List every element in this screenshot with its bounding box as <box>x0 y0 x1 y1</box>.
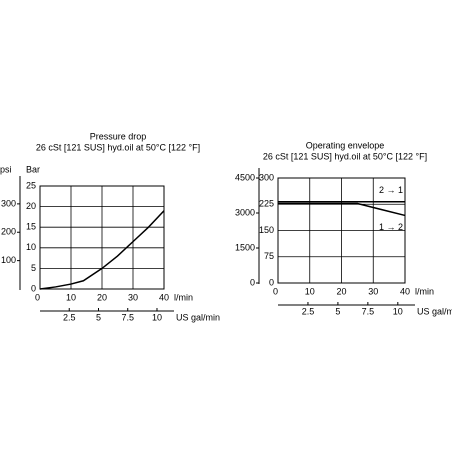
x-tick-label: 30 <box>368 286 378 296</box>
y-tick-label: 15 <box>26 222 36 232</box>
envelope-line <box>278 202 406 217</box>
x-tick-label: 40 <box>400 286 410 296</box>
x2-tick-label: 2.5 <box>302 306 315 316</box>
x-tick-label: 10 <box>305 286 315 296</box>
y-tick-label: 5 <box>31 263 36 273</box>
x2-tick-label: 2.5 <box>63 312 76 322</box>
x2-tick-label: 7.5 <box>362 306 375 316</box>
y2-tick-label: 200 <box>1 227 16 237</box>
x-axis-label: l/min <box>415 286 434 296</box>
chart-subtitle: 26 cSt [121 SUS] hyd.oil at 50°C [122 °F… <box>36 142 200 152</box>
x-axis-label: l/min <box>174 292 193 302</box>
y-tick-label: 20 <box>26 201 36 211</box>
curve <box>39 210 165 290</box>
x-tick-label: 30 <box>128 292 138 302</box>
x-tick-label: 0 <box>273 286 278 296</box>
x-tick-label: 0 <box>35 292 40 302</box>
x-tick-label: 10 <box>66 292 76 302</box>
y-tick-label: 0 <box>31 283 36 293</box>
y-tick-label: 225 <box>259 199 274 209</box>
y-tick-label: 10 <box>26 242 36 252</box>
chart-subtitle: 26 cSt [121 SUS] hyd.oil at 50°C [122 °F… <box>263 151 427 161</box>
chart-title: Pressure drop <box>90 131 147 141</box>
y-tick-label: 300 <box>259 172 274 182</box>
x2-tick-label: 10 <box>152 312 162 322</box>
y2-tick-label: 1500 <box>235 242 255 252</box>
y-tick-label: 0 <box>269 277 274 287</box>
y2-tick-label: 100 <box>1 255 16 265</box>
x-tick-label: 40 <box>159 292 169 302</box>
y-tick-label: 150 <box>259 225 274 235</box>
chart-title: Operating envelope <box>306 140 385 150</box>
series-label: 1 → 2 <box>379 222 403 232</box>
x2-tick-label: 7.5 <box>121 312 134 322</box>
x2-tick-label: 5 <box>335 306 340 316</box>
y-tick-label: 75 <box>264 251 274 261</box>
y2-tick-label: 4500 <box>235 172 255 182</box>
y-tick-label: 25 <box>26 180 36 190</box>
y2-axis-label: psi <box>0 164 12 174</box>
x2-tick-label: 5 <box>96 312 101 322</box>
x2-axis-label: US gal/min <box>417 306 452 316</box>
y2-tick-label: 3000 <box>235 207 255 217</box>
x2-axis-label: US gal/min <box>176 312 220 322</box>
series-label: 2 → 1 <box>379 185 403 195</box>
y2-tick-label: 300 <box>1 198 16 208</box>
x2-tick-label: 10 <box>393 306 403 316</box>
y-axis-label: Bar <box>26 164 40 174</box>
y2-tick-label: 0 <box>250 277 255 287</box>
x-tick-label: 20 <box>97 292 107 302</box>
x-tick-label: 20 <box>336 286 346 296</box>
